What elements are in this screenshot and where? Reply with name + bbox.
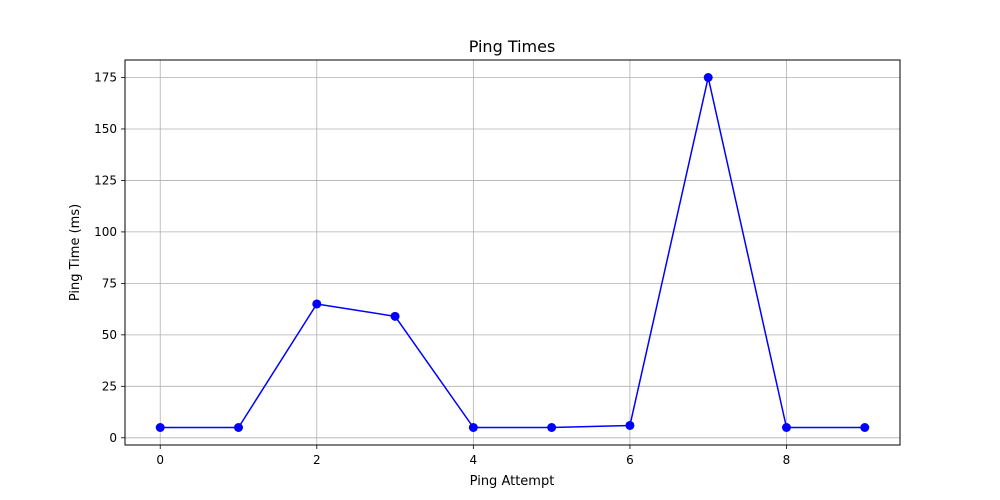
x-axis-label: Ping Attempt — [470, 474, 555, 489]
y-tick-label: 0 — [109, 431, 117, 445]
data-point — [860, 423, 870, 432]
data-point — [703, 73, 713, 82]
data-point — [155, 423, 165, 432]
y-tick-label: 25 — [102, 379, 117, 393]
grid-lines — [125, 60, 900, 445]
axis-ticks: 0 2 4 6 8 0 25 50 75 100 125 150 175 — [94, 71, 790, 468]
y-tick-label: 175 — [94, 71, 117, 85]
data-point — [468, 423, 478, 432]
data-point — [390, 311, 400, 321]
chart-title: Ping Times — [469, 37, 556, 56]
y-axis-label: Ping Time (ms) — [68, 204, 83, 301]
data-point — [312, 299, 322, 309]
y-tick-label: 50 — [102, 328, 117, 342]
data-point — [547, 423, 557, 432]
x-tick-label: 8 — [783, 453, 791, 467]
y-tick-label: 100 — [94, 225, 117, 239]
y-tick-label: 150 — [94, 122, 117, 136]
data-point — [234, 423, 244, 432]
data-point — [781, 423, 791, 432]
x-tick-label: 0 — [156, 453, 164, 467]
data-point — [625, 420, 635, 430]
series-layer — [155, 73, 870, 432]
x-tick-label: 2 — [313, 453, 321, 467]
y-tick-label: 75 — [102, 276, 117, 290]
series-line — [160, 76, 865, 429]
y-tick-label: 125 — [94, 173, 117, 187]
x-tick-label: 6 — [626, 453, 634, 467]
x-tick-label: 4 — [470, 453, 478, 467]
plot-frame — [124, 59, 901, 446]
